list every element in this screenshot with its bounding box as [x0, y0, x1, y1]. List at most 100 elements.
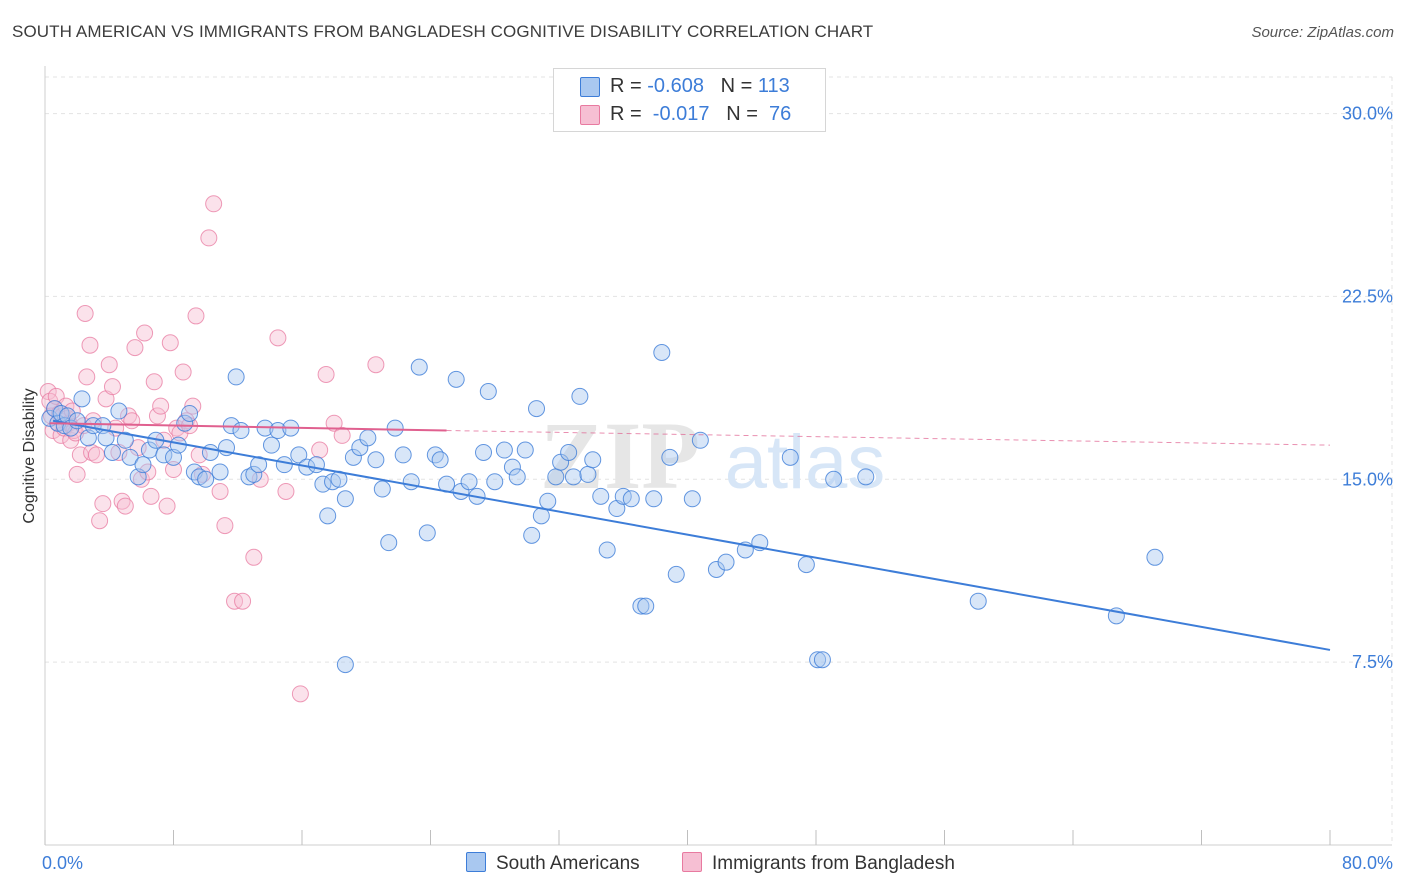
south-american-point — [275, 456, 293, 474]
south-american-point — [547, 468, 565, 486]
bangladesh-point — [83, 443, 101, 461]
bangladesh-point — [187, 307, 205, 325]
gridlines — [45, 76, 1393, 845]
watermark-zip: ZIP — [540, 402, 700, 509]
bottom-legend-south-americans: South Americans — [466, 852, 640, 875]
south-american-trend-line — [52, 419, 1331, 651]
south-american-point — [683, 490, 701, 508]
south-american-point — [661, 448, 679, 466]
bangladesh-point — [216, 517, 234, 535]
south-american-point — [181, 404, 199, 422]
south-american-point — [121, 448, 139, 466]
south-american-point — [336, 656, 354, 674]
south-american-point — [240, 468, 258, 486]
bangladesh-point — [76, 304, 94, 322]
bangladesh-point — [148, 407, 166, 425]
south-american-point — [201, 443, 219, 461]
bottom-legend-swatch-pink — [682, 852, 702, 872]
south-american-point — [539, 492, 557, 510]
bangladesh-point — [91, 512, 109, 530]
y-tick-label: 7.5% — [1352, 652, 1393, 672]
south-american-point — [508, 468, 526, 486]
legend-swatch-blue — [580, 77, 600, 97]
y-tick-label: 22.5% — [1342, 286, 1393, 306]
south-american-point — [262, 436, 280, 454]
south-american-point — [632, 597, 650, 615]
bangladesh-point — [277, 482, 295, 500]
south-american-point — [110, 402, 128, 420]
bangladesh-point — [317, 365, 335, 383]
south-american-point — [410, 358, 428, 376]
south-american-point — [479, 383, 497, 401]
south-american-point — [503, 458, 521, 476]
stats-legend: R = -0.608 N = 113 R = -0.017 N = 76 — [553, 68, 826, 132]
south-american-point — [560, 443, 578, 461]
south-american-point — [336, 490, 354, 508]
south-american-point — [431, 451, 449, 469]
bangladesh-point — [78, 368, 96, 386]
legend-n-value: 76 — [763, 103, 792, 125]
south-american-point — [579, 465, 597, 483]
watermark: ZIP atlas — [540, 402, 885, 509]
south-american-point — [969, 592, 987, 610]
bangladesh-point — [68, 465, 86, 483]
bottom-legend-label: South Americans — [496, 853, 640, 874]
bangladesh-point — [87, 446, 105, 464]
south-american-point — [516, 441, 534, 459]
axes — [44, 66, 1392, 846]
bangladesh-point — [63, 402, 81, 420]
bangladesh-trend-line — [49, 422, 447, 432]
x-tick-label: 80.0% — [1342, 853, 1393, 873]
y-tick-label: 30.0% — [1342, 104, 1393, 124]
bangladesh-point — [234, 592, 252, 610]
south-american-point — [245, 465, 263, 483]
south-american-point — [380, 534, 398, 552]
south-american-point — [319, 507, 337, 525]
bangladesh-point — [94, 495, 112, 513]
south-american-point — [307, 456, 325, 474]
south-american-point — [645, 490, 663, 508]
bangladesh-point — [152, 397, 170, 415]
bangladesh-point — [142, 487, 160, 505]
south-american-point — [73, 390, 91, 408]
bangladesh-point — [158, 497, 176, 515]
chart-title: SOUTH AMERICAN VS IMMIGRANTS FROM BANGLA… — [12, 22, 874, 41]
south-american-point — [809, 651, 827, 669]
south-american-point — [825, 470, 843, 488]
south-american-point — [447, 370, 465, 388]
south-american-point — [426, 446, 444, 464]
bangladesh-point — [269, 329, 287, 347]
south-american-point — [155, 446, 173, 464]
bangladesh-point — [211, 482, 229, 500]
south-american-point — [359, 429, 377, 447]
bangladesh-point — [311, 441, 329, 459]
bangladesh-point — [205, 195, 223, 213]
south-american-point — [211, 463, 229, 481]
bangladesh-point — [165, 461, 182, 479]
bangladesh-trend-extension — [446, 430, 1331, 446]
south-american-point — [564, 468, 582, 486]
south-american-point — [495, 441, 513, 459]
south-american-point — [691, 431, 709, 449]
legend-r-label: R = — [610, 75, 648, 97]
y-axis-label: Cognitive Disability — [21, 388, 38, 523]
south-american-point — [460, 473, 478, 491]
legend-r-value: -0.608 — [647, 75, 704, 97]
bangladesh-point — [245, 548, 263, 566]
south-american-point — [1146, 548, 1164, 566]
bottom-legend-swatch-blue — [466, 852, 486, 872]
south-american-point — [667, 565, 685, 583]
south-american-point — [134, 456, 152, 474]
south-american-point — [523, 526, 541, 544]
south-american-point — [227, 368, 245, 386]
bangladesh-point — [132, 470, 150, 488]
bangladesh-point — [136, 324, 154, 342]
legend-r-label: R = — [610, 103, 648, 125]
legend-row-bangladesh: R = -0.017 N = 76 — [554, 100, 825, 128]
legend-n-label: N = — [720, 75, 758, 97]
legend-row-south-americans: R = -0.608 N = 113 — [554, 72, 825, 100]
south-american-point — [857, 468, 875, 486]
south-american-point — [116, 431, 134, 449]
south-american-point — [813, 651, 831, 669]
